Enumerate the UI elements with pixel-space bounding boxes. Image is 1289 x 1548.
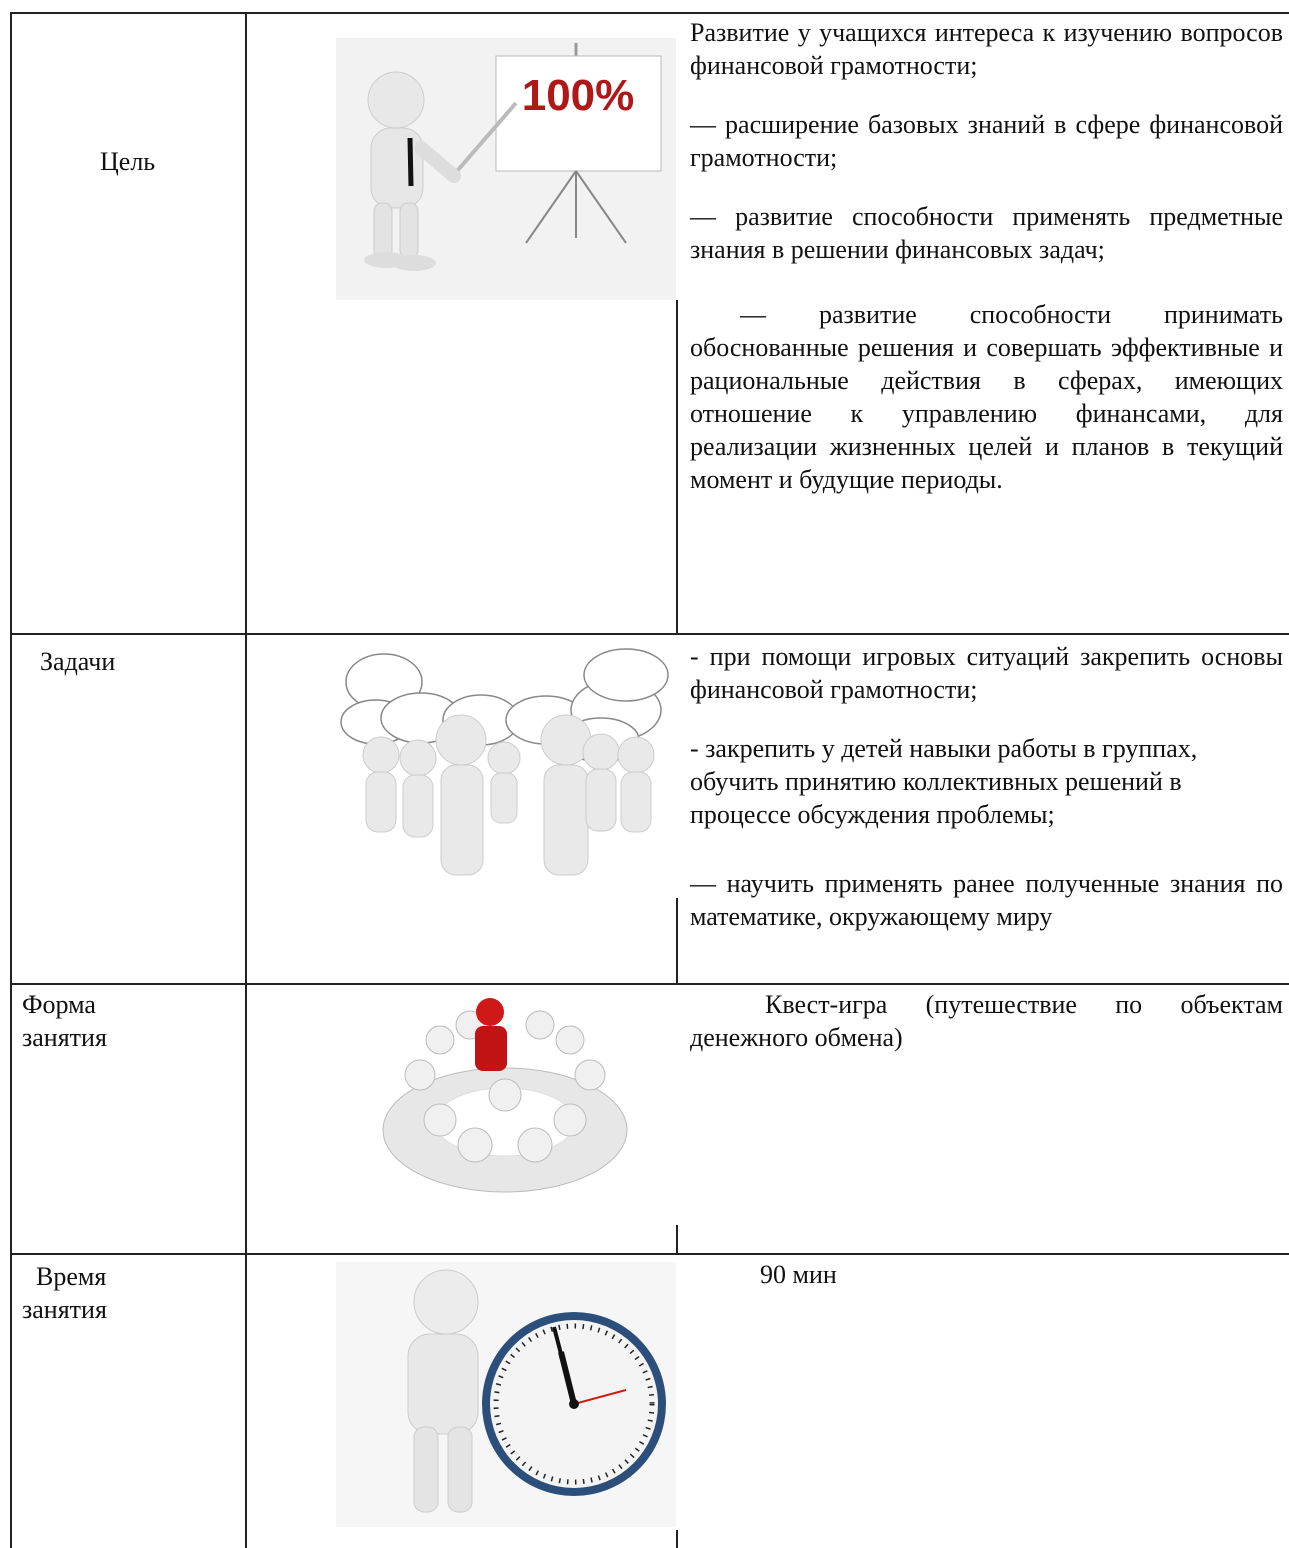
cell-text: 90 мин: [690, 1258, 1283, 1317]
row-border: [10, 633, 1289, 635]
paragraph: Развитие у учащихся интереса к изучению …: [690, 18, 1283, 80]
illustration: [340, 648, 669, 876]
illustration: [336, 1262, 676, 1527]
paragraph: — развитие способности применять предмет…: [690, 202, 1283, 264]
paragraph: - при помощи игровых ситуаций закрепить …: [690, 642, 1283, 704]
paragraph: - закрепить у детей навыки работы в груп…: [690, 734, 1198, 829]
paragraph: 90 мин: [760, 1260, 837, 1289]
row-border: [10, 1253, 1289, 1255]
illustration: 100%: [336, 38, 676, 300]
row-label: Время занятия: [22, 1262, 107, 1324]
column-border: [676, 1530, 678, 1548]
paragraph: — научить применять ранее полученные зна…: [690, 869, 1283, 931]
row-label: Форма занятия: [22, 990, 107, 1052]
column-border: [245, 12, 247, 1548]
column-border: [676, 300, 678, 634]
row-border: [10, 983, 1289, 985]
column-border: [10, 12, 12, 1548]
paragraph: — развитие способности принимать обоснов…: [690, 300, 1283, 494]
cell-text: Развитие у учащихся интереса к изучению …: [690, 16, 1283, 522]
column-border: [676, 898, 678, 984]
row-label: Задачи: [40, 647, 116, 676]
cell-text: - при помощи игровых ситуаций закрепить …: [690, 640, 1283, 959]
cell-text: Квест-игра (путешествие по объектам дене…: [690, 988, 1283, 1080]
illustration: [382, 998, 628, 1193]
paragraph: Квест-игра (путешествие по объектам дене…: [690, 990, 1283, 1052]
row-label: Цель: [100, 147, 156, 176]
column-border: [676, 1225, 678, 1253]
paragraph: — расширение базовых знаний в сфере фина…: [690, 110, 1283, 172]
row-border: [10, 12, 1289, 14]
board-text: 100%: [522, 71, 635, 120]
